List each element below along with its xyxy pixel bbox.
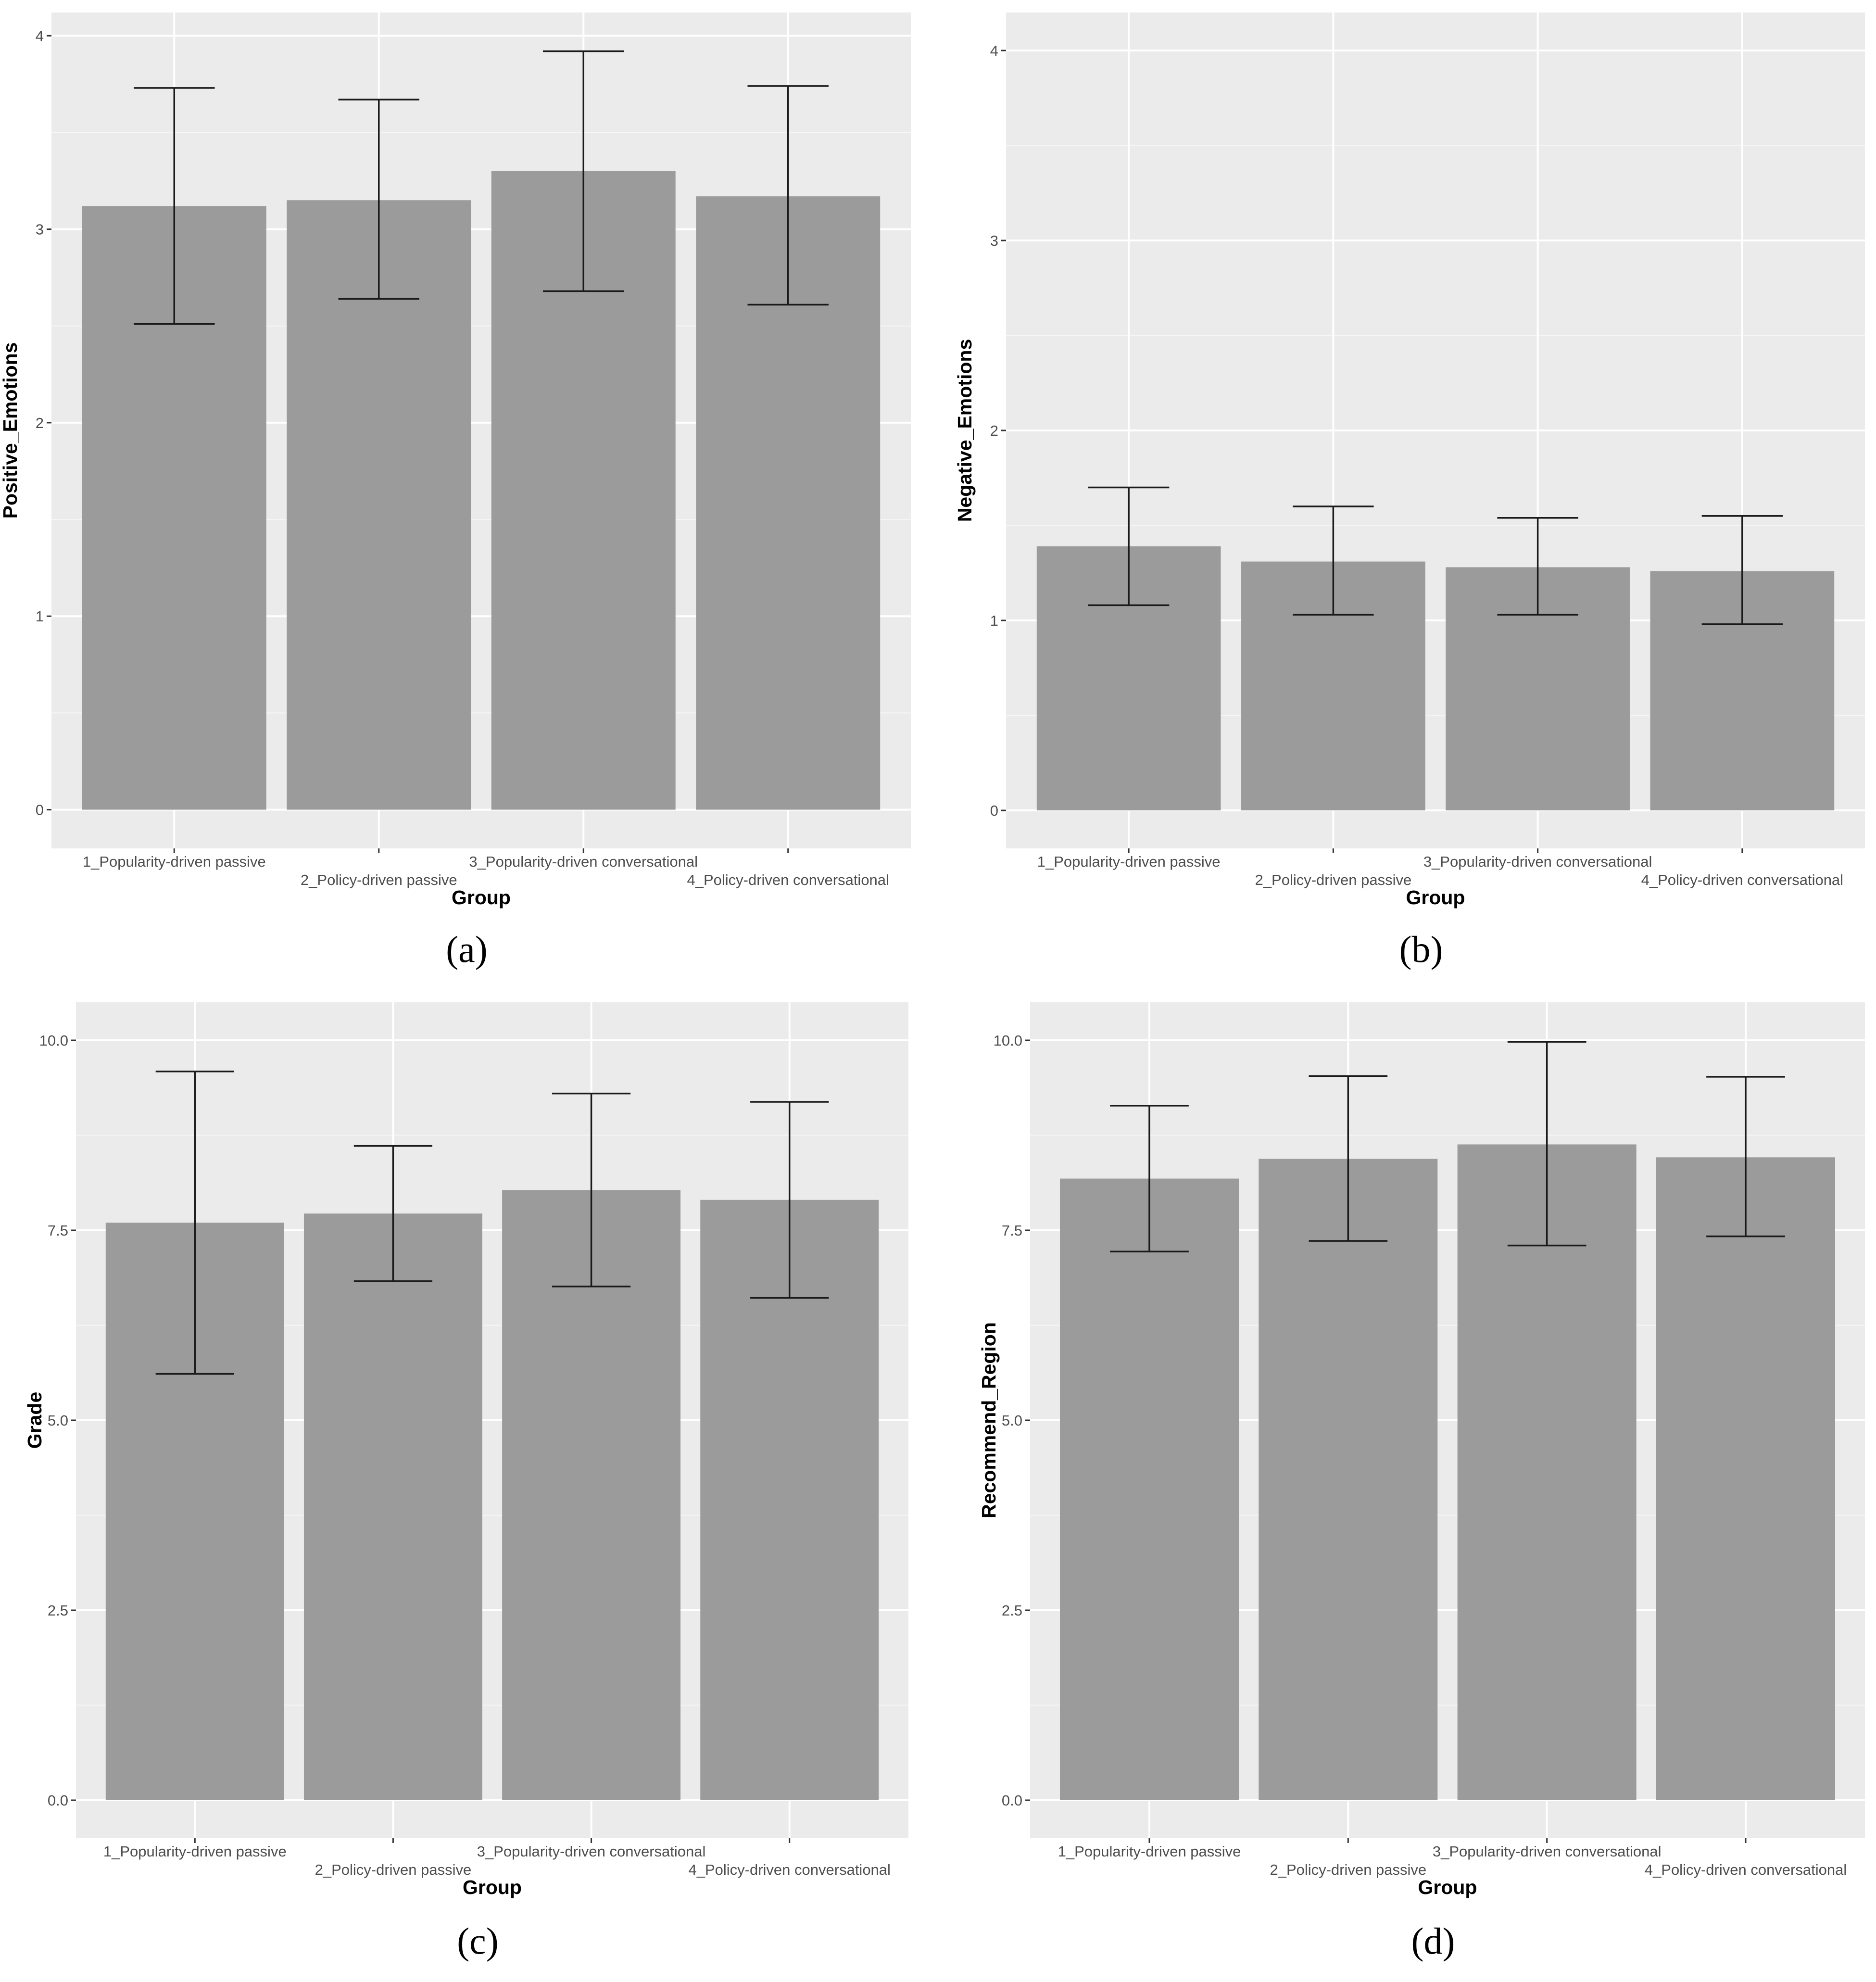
bar bbox=[1259, 1159, 1438, 1800]
y-tick-label: 10.0 bbox=[994, 1032, 1022, 1049]
x-axis-title: Group bbox=[1418, 1876, 1477, 1898]
y-tick-label: 2.5 bbox=[1002, 1602, 1022, 1619]
x-tick-label: 2_Policy-driven passive bbox=[301, 871, 457, 888]
y-tick-label: 1 bbox=[36, 608, 44, 625]
x-tick-label: 3_Popularity-driven conversational bbox=[1433, 1843, 1662, 1860]
x-tick-label: 3_Popularity-driven conversational bbox=[477, 1843, 706, 1860]
y-tick-label: 3 bbox=[36, 221, 44, 238]
y-tick-label: 7.5 bbox=[1002, 1222, 1022, 1239]
chart-panel-1: 0 1 2 3 4 1_Popularity-driven passive 2_Policy… bbox=[0, 13, 911, 970]
x-axis-title: Group bbox=[452, 886, 511, 909]
chart-panel-3: 0.0 2.5 5.0 7.5 10.0 1_Popularity-driven pass… bbox=[24, 1002, 908, 1962]
x-tick-label: 1_Popularity-driven passive bbox=[83, 853, 266, 870]
y-tick-label: 4 bbox=[36, 27, 44, 44]
chart-panel-4: 0.0 2.5 5.0 7.5 10.0 1_Popularity-driven pass… bbox=[978, 1002, 1865, 1962]
panel-label: (a) bbox=[446, 928, 488, 970]
bar bbox=[1656, 1157, 1835, 1800]
x-axis-title: Group bbox=[1406, 886, 1465, 909]
y-tick-label: 0.0 bbox=[48, 1792, 68, 1809]
x-tick-label: 3_Popularity-driven conversational bbox=[469, 853, 698, 870]
bar bbox=[287, 200, 471, 810]
x-tick-label: 4_Policy-driven conversational bbox=[687, 871, 889, 888]
y-tick-label: 5.0 bbox=[1002, 1412, 1022, 1429]
y-tick-label: 2 bbox=[990, 422, 998, 439]
y-axis-title: Negative_Emotions bbox=[954, 339, 976, 522]
bar bbox=[700, 1199, 879, 1800]
y-tick-label: 10.0 bbox=[39, 1032, 68, 1049]
x-tick-label: 2_Policy-driven passive bbox=[1270, 1861, 1427, 1878]
y-tick-label: 4 bbox=[990, 42, 998, 59]
x-tick-label: 1_Popularity-driven passive bbox=[1037, 853, 1221, 870]
y-tick-label: 2 bbox=[36, 415, 44, 431]
panel-label: (d) bbox=[1411, 1920, 1455, 1962]
y-axis-title: Positive_Emotions bbox=[0, 342, 21, 519]
x-tick-label: 4_Policy-driven conversational bbox=[1645, 1861, 1847, 1878]
y-tick-label: 7.5 bbox=[48, 1222, 68, 1239]
x-tick-label: 4_Policy-driven conversational bbox=[688, 1861, 890, 1878]
x-tick-label: 1_Popularity-driven passive bbox=[1058, 1843, 1241, 1860]
bar bbox=[502, 1190, 681, 1800]
y-tick-label: 0 bbox=[990, 802, 998, 819]
y-tick-label: 2.5 bbox=[48, 1602, 68, 1619]
x-tick-label: 4_Policy-driven conversational bbox=[1641, 871, 1843, 888]
x-tick-label: 2_Policy-driven passive bbox=[315, 1861, 472, 1878]
x-axis-title: Group bbox=[463, 1876, 522, 1898]
bar bbox=[1060, 1178, 1239, 1800]
x-tick-label: 1_Popularity-driven passive bbox=[103, 1843, 287, 1860]
x-tick-label: 3_Popularity-driven conversational bbox=[1423, 853, 1652, 870]
bar bbox=[303, 1213, 482, 1800]
y-axis-title: Recommend_Region bbox=[978, 1322, 1000, 1518]
panel-label: (c) bbox=[457, 1920, 499, 1962]
y-axis-title: Grade bbox=[24, 1392, 46, 1449]
y-tick-label: 3 bbox=[990, 232, 998, 249]
y-tick-label: 0 bbox=[36, 802, 44, 819]
x-tick-label: 2_Policy-driven passive bbox=[1255, 871, 1412, 888]
y-tick-label: 5.0 bbox=[48, 1412, 68, 1429]
y-tick-label: 0.0 bbox=[1002, 1792, 1022, 1809]
bar bbox=[1457, 1144, 1637, 1800]
panel-label: (b) bbox=[1399, 928, 1443, 970]
y-tick-label: 1 bbox=[990, 612, 998, 629]
chart-panel-2: 0 1 2 3 4 1_Popularity-driven passive 2_Policy… bbox=[954, 13, 1865, 970]
